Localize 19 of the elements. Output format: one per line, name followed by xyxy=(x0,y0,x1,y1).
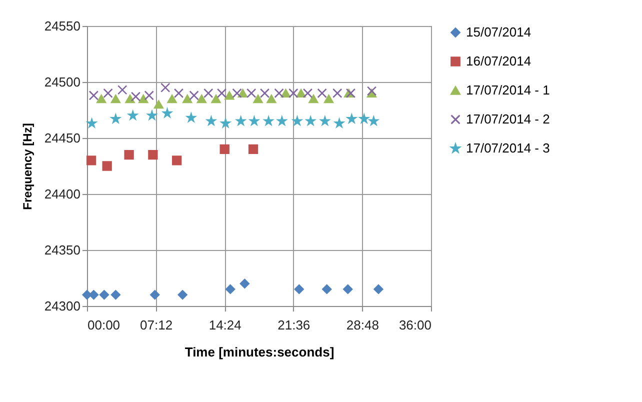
x-tick-label: 07:12 xyxy=(140,318,173,332)
x-tick-label: 28:48 xyxy=(346,318,379,332)
y-tick-label: 24400 xyxy=(44,186,80,202)
legend-label: 17/07/2014 - 3 xyxy=(466,140,550,156)
x-tick-label: 14:24 xyxy=(208,318,242,332)
x-axis-title: Time [minutes:seconds] xyxy=(184,344,334,360)
x-tick-label: 21:36 xyxy=(278,318,310,332)
y-tick-label: 24550 xyxy=(44,18,80,34)
y-tick-label: 24450 xyxy=(44,130,80,146)
legend-label: 15/07/2014 xyxy=(466,24,532,40)
legend-label: 16/07/2014 xyxy=(466,54,532,68)
x-tick-label: 36:00 xyxy=(398,318,432,332)
y-tick-label: 24300 xyxy=(44,298,80,314)
y-tick-label: 24500 xyxy=(44,74,80,90)
legend-label: 17/07/2014 - 2 xyxy=(466,112,550,126)
x-tick-label: 00:00 xyxy=(88,318,120,332)
y-tick-label: 24350 xyxy=(44,242,80,258)
y-axis-title: Frequency [Hz] xyxy=(20,123,34,210)
legend-label: 17/07/2014 - 1 xyxy=(466,82,550,98)
